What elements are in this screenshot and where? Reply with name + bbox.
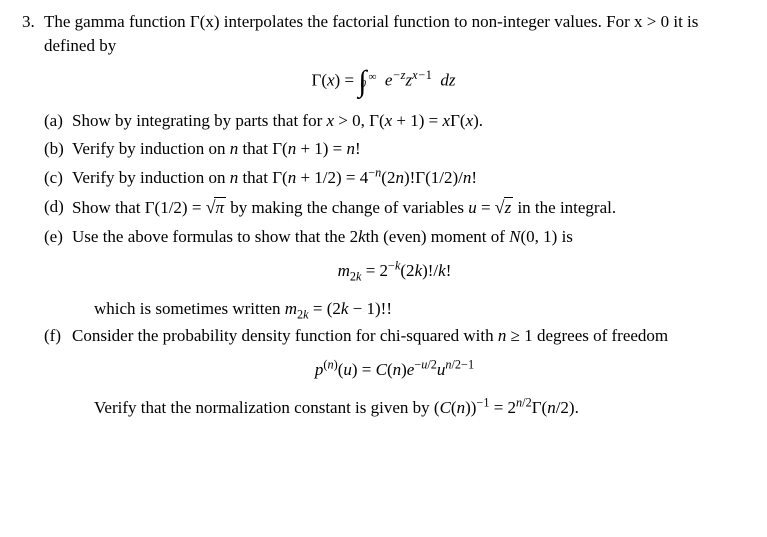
part-c-label: (c): [44, 166, 72, 190]
part-b-label: (b): [44, 137, 72, 161]
main-equation: Γ(x) = ∫∞0 e−zzx−1 dz: [22, 68, 745, 95]
problem-body: The gamma function Γ(x) interpolates the…: [44, 10, 745, 58]
sublist: (a) Show by integrating by parts that fo…: [44, 109, 745, 420]
part-f-trail: Verify that the normalization constant i…: [94, 396, 745, 420]
part-a-text: Show by integrating by parts that for x …: [72, 109, 745, 133]
part-c: (c) Verify by induction on n that Γ(n + …: [44, 166, 745, 190]
part-e: (e) Use the above formulas to show that …: [44, 225, 745, 249]
part-d-text: Show that Γ(1/2) = √π by making the chan…: [72, 195, 745, 220]
part-d-label: (d): [44, 195, 72, 219]
part-c-text: Verify by induction on n that Γ(n + 1/2)…: [72, 166, 745, 190]
problem-intro: The gamma function Γ(x) interpolates the…: [44, 12, 698, 55]
part-e-lead: Use the above formulas to show that the …: [72, 225, 745, 249]
part-b-text: Verify by induction on n that Γ(n + 1) =…: [72, 137, 745, 161]
part-e-label: (e): [44, 225, 72, 249]
problem-number: 3.: [22, 10, 44, 34]
part-f-lead: Consider the probability density functio…: [72, 324, 745, 348]
part-e-trail: which is sometimes written m2k = (2k − 1…: [94, 297, 745, 321]
part-f: (f) Consider the probability density fun…: [44, 324, 745, 348]
part-e-equation: m2k = 2−k(2k)!/k!: [44, 259, 745, 283]
part-f-equation: p(n)(u) = C(n)e−u/2un/2−1: [44, 358, 745, 382]
part-d: (d) Show that Γ(1/2) = √π by making the …: [44, 195, 745, 220]
problem-3: 3. The gamma function Γ(x) interpolates …: [22, 10, 745, 58]
part-f-label: (f): [44, 324, 72, 348]
part-a-label: (a): [44, 109, 72, 133]
part-b: (b) Verify by induction on n that Γ(n + …: [44, 137, 745, 161]
part-a: (a) Show by integrating by parts that fo…: [44, 109, 745, 133]
